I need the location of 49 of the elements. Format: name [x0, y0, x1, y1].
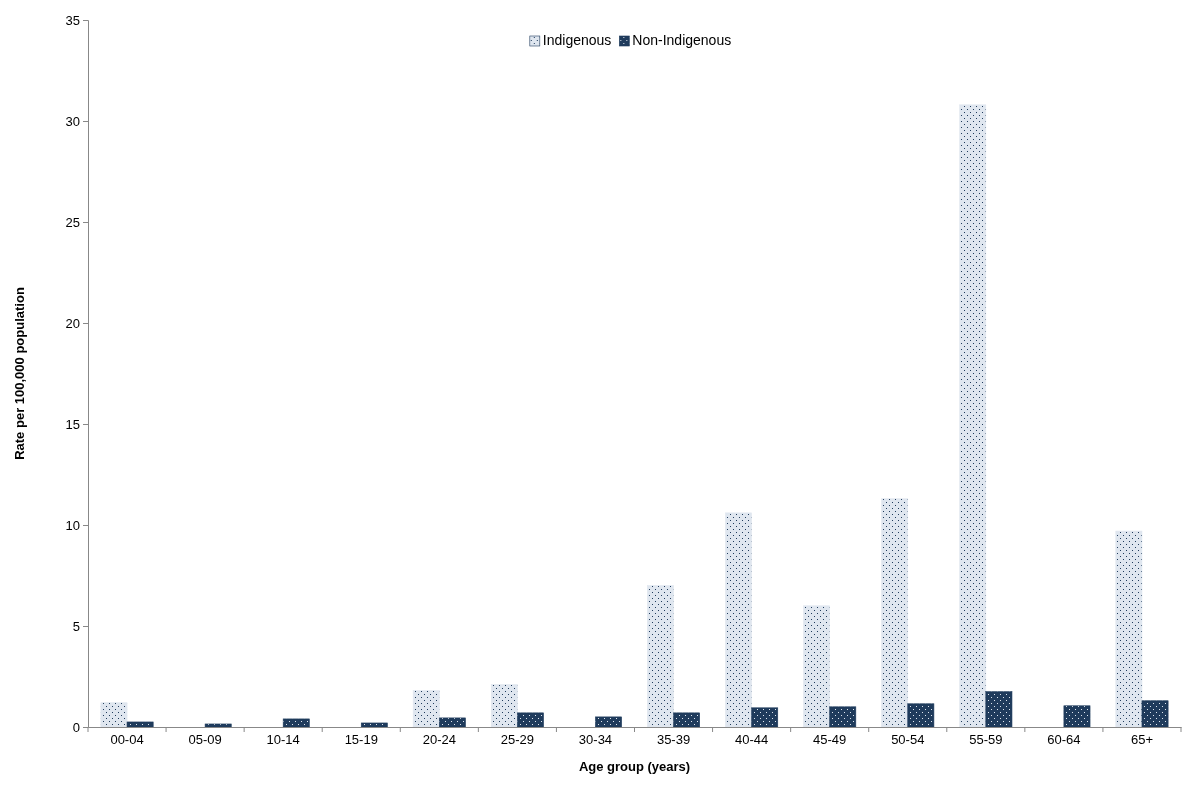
x-tick-label: 10-14: [266, 732, 300, 748]
legend-label: Non-Indigenous: [632, 32, 732, 48]
x-tick-label: 15-19: [344, 732, 378, 748]
x-tick-label: 35-39: [656, 732, 691, 748]
y-tick-label: 20: [65, 315, 80, 331]
bar: [1115, 530, 1143, 728]
bar: [673, 712, 700, 728]
x-tick-label: 30-34: [578, 732, 613, 748]
x-axis-title: Age group (years): [578, 759, 691, 774]
x-tick-label: 50-54: [891, 732, 925, 748]
bar: [1063, 705, 1091, 728]
x-tick-label: 60-64: [1047, 732, 1081, 748]
y-tick-label: 10: [65, 517, 80, 533]
x-tick-label: 55-59: [969, 732, 1003, 748]
bar: [881, 498, 909, 728]
bar: [751, 707, 779, 728]
bar: [1141, 700, 1169, 728]
bar: [595, 716, 622, 728]
y-tick-label: 35: [65, 12, 80, 28]
y-axis-title: Rate per 100,000 population: [12, 287, 27, 460]
bar: [985, 691, 1013, 728]
bar: [204, 723, 232, 728]
y-tick-label: 5: [72, 618, 80, 634]
y-tick-label: 0: [72, 719, 80, 735]
x-tick-label: 65+: [1130, 732, 1153, 748]
bar: [360, 722, 388, 728]
bar: [907, 703, 935, 728]
y-tick-label: 25: [65, 214, 80, 230]
legend-label: Indigenous: [542, 32, 612, 48]
x-tick-label: 20-24: [422, 732, 456, 748]
bar: [490, 684, 518, 728]
bar: [439, 717, 466, 728]
bar: [647, 585, 674, 728]
bar: [100, 702, 128, 728]
x-tick-label: 05-09: [188, 732, 222, 748]
x-tick-label: 25-29: [500, 732, 535, 748]
y-tick-label: 15: [65, 416, 80, 432]
bar: [412, 690, 440, 728]
x-tick-label: 40-44: [734, 732, 769, 748]
bar: [517, 712, 544, 728]
bar: [725, 512, 752, 728]
y-tick-label: 30: [65, 113, 80, 129]
bar: [829, 706, 857, 728]
bar: [803, 605, 830, 728]
x-tick-label: 00-04: [110, 732, 144, 748]
x-tick-label: 45-49: [813, 732, 847, 748]
bar: [126, 721, 154, 728]
bar: [959, 104, 987, 728]
bar: [282, 718, 310, 728]
